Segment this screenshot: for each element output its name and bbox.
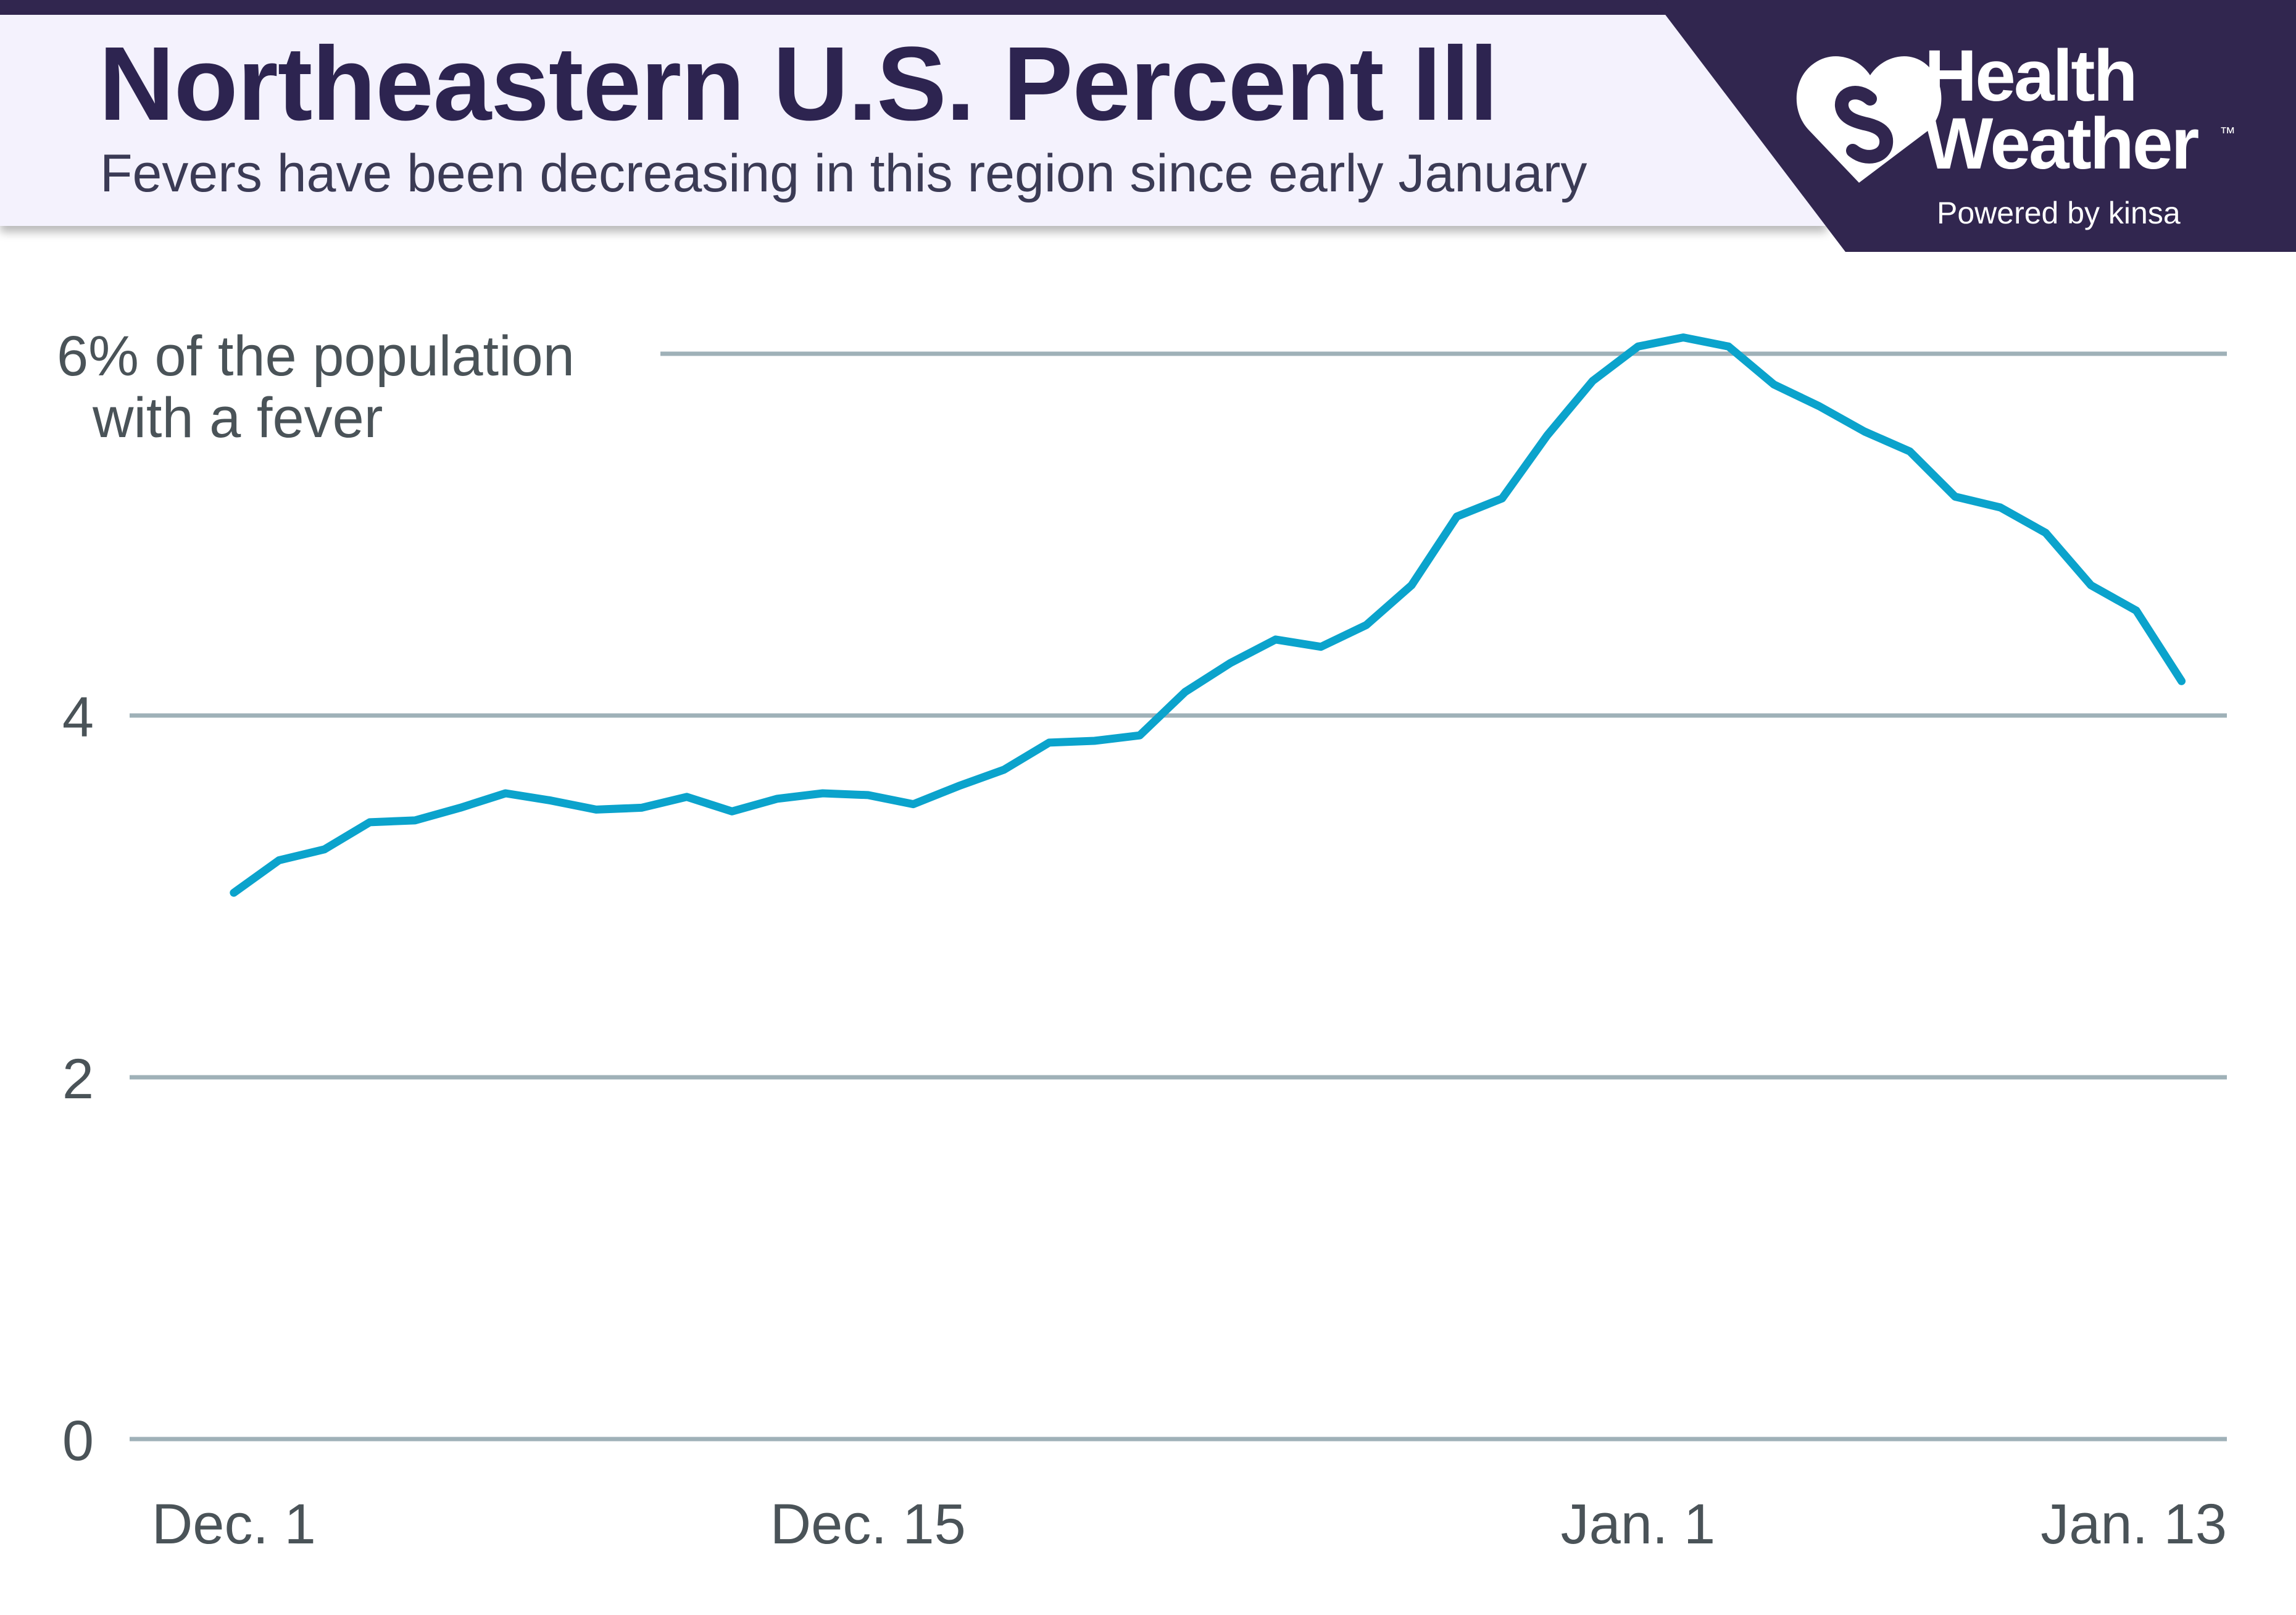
x-tick-label: Jan. 13 bbox=[2040, 1493, 2227, 1556]
heart-shield-icon bbox=[1796, 56, 1942, 183]
y-axis-labels: 0 2 4 bbox=[62, 686, 94, 1472]
gridlines bbox=[130, 351, 2227, 1442]
x-tick-label: Jan. 1 bbox=[1561, 1493, 1716, 1556]
y-tick-label-2: 2 bbox=[62, 1048, 94, 1111]
logo-line-health: Health bbox=[1924, 35, 2138, 117]
header-banner bbox=[0, 15, 1827, 226]
series-group bbox=[230, 333, 2186, 897]
y-axis-label-line1: 6% of the population bbox=[57, 325, 575, 388]
series-line bbox=[230, 333, 2186, 897]
x-tick-label: Dec. 1 bbox=[152, 1493, 316, 1556]
logo-wordmark: Health Weather bbox=[1924, 35, 2199, 185]
page-title: Northeastern U.S. Percent Ill bbox=[99, 25, 1499, 143]
logo-line-weather: Weather bbox=[1924, 103, 2199, 185]
logo-powered-by: Powered by kinsa bbox=[1937, 196, 2181, 230]
y-axis-label-line2: with a fever bbox=[92, 386, 383, 449]
page-subtitle: Fevers have been decreasing in this regi… bbox=[100, 144, 1587, 203]
x-axis-labels: Dec. 1 Dec. 15 Jan. 1 Jan. 13 bbox=[152, 1493, 2227, 1556]
y-tick-label-4: 4 bbox=[62, 686, 94, 749]
x-tick-label: Dec. 15 bbox=[770, 1493, 966, 1556]
y-tick-label-0: 0 bbox=[62, 1409, 94, 1472]
logo-panel bbox=[1654, 0, 2296, 252]
trademark-mark: ™ bbox=[2219, 123, 2236, 142]
